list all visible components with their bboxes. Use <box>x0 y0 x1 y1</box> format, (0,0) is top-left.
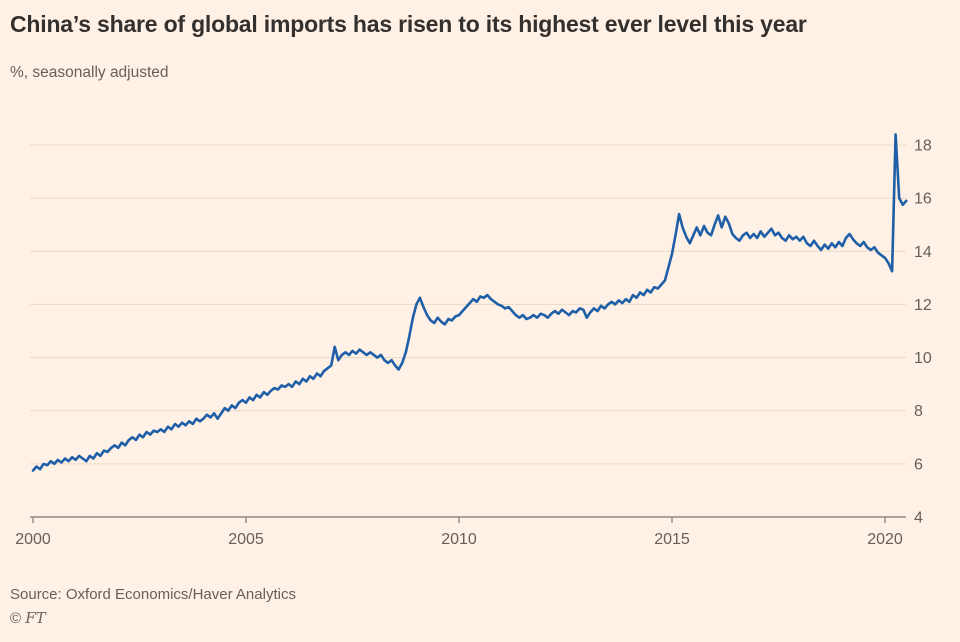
y-tick-label: 12 <box>914 297 932 314</box>
ft-logo-text: FT <box>25 609 46 627</box>
x-tick-label: 2010 <box>441 531 477 548</box>
y-tick-label: 8 <box>914 403 923 420</box>
y-tick-label: 14 <box>914 244 932 261</box>
chart-area: 4 6 8 10 12 14 16 18 2000 2005 2010 2015 2020 <box>0 95 960 565</box>
chart-subtitle: %, seasonally adjusted <box>10 64 169 81</box>
y-tick-label: 10 <box>914 350 932 367</box>
y-tick-label: 6 <box>914 456 923 473</box>
copyright-note: © FT <box>10 609 46 627</box>
x-tick-label: 2020 <box>867 531 903 548</box>
y-tick-label: 18 <box>914 138 932 155</box>
line-chart: 4 6 8 10 12 14 16 18 2000 2005 2010 2015 2020 <box>15 133 932 548</box>
copyright-symbol: © <box>10 610 22 627</box>
data-line <box>31 133 908 472</box>
x-tick-label: 2005 <box>228 531 264 548</box>
x-tick-label: 2000 <box>15 531 51 548</box>
y-tick-label: 16 <box>914 191 932 208</box>
y-tick-label: 4 <box>914 510 923 527</box>
source-note: Source: Oxford Economics/Haver Analytics <box>10 586 296 603</box>
x-tick-label: 2015 <box>654 531 690 548</box>
chart-title: China’s share of global imports has rise… <box>10 11 807 37</box>
